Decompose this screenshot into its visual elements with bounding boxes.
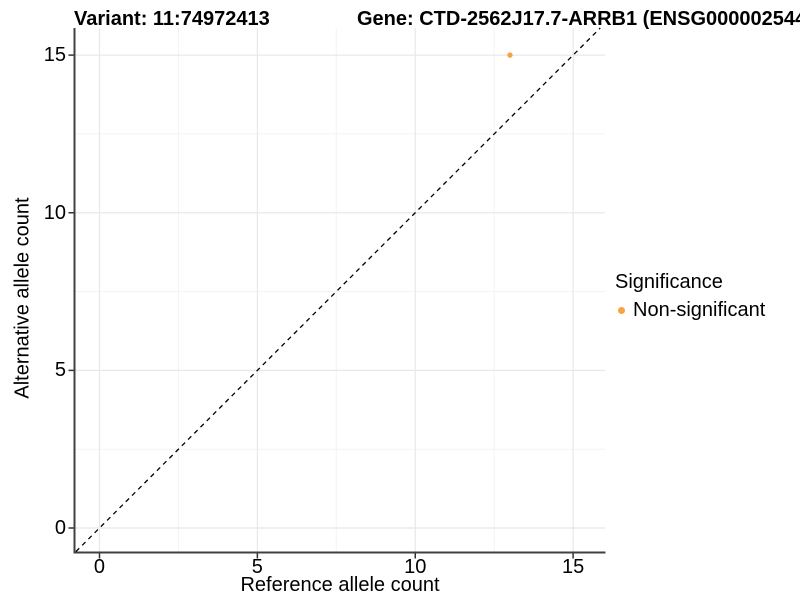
x-tick-label: 0 <box>93 556 106 578</box>
x-tick-label: 10 <box>404 556 427 578</box>
x-axis-tick-labels: 0 5 10 15 <box>0 556 800 582</box>
data-point <box>507 52 513 58</box>
x-tick-label: 5 <box>251 556 263 578</box>
y-axis-tick-labels: 0 5 10 15 <box>0 0 66 600</box>
y-tick-label: 15 <box>43 44 66 67</box>
identity-line <box>75 27 601 552</box>
legend: Significance Non-significant <box>615 271 765 322</box>
legend-title: Significance <box>615 271 723 293</box>
y-tick-label: 10 <box>43 201 66 224</box>
gene-title: Gene: CTD-2562J17.7-ARRB1 (ENSG000002544 <box>357 8 800 30</box>
x-tick-label: 15 <box>561 556 585 578</box>
legend-entry-label: Non-significant <box>633 299 766 321</box>
y-axis-label: Alternative allele count <box>11 197 34 399</box>
y-tick-label: 5 <box>54 359 66 382</box>
y-tick-label: 0 <box>54 517 66 539</box>
x-axis-label: Reference allele count <box>240 574 440 596</box>
legend-point-icon <box>618 307 625 314</box>
legend-entry: Non-significant <box>615 299 765 322</box>
variant-title: Variant: 11:74972413 <box>74 8 270 30</box>
